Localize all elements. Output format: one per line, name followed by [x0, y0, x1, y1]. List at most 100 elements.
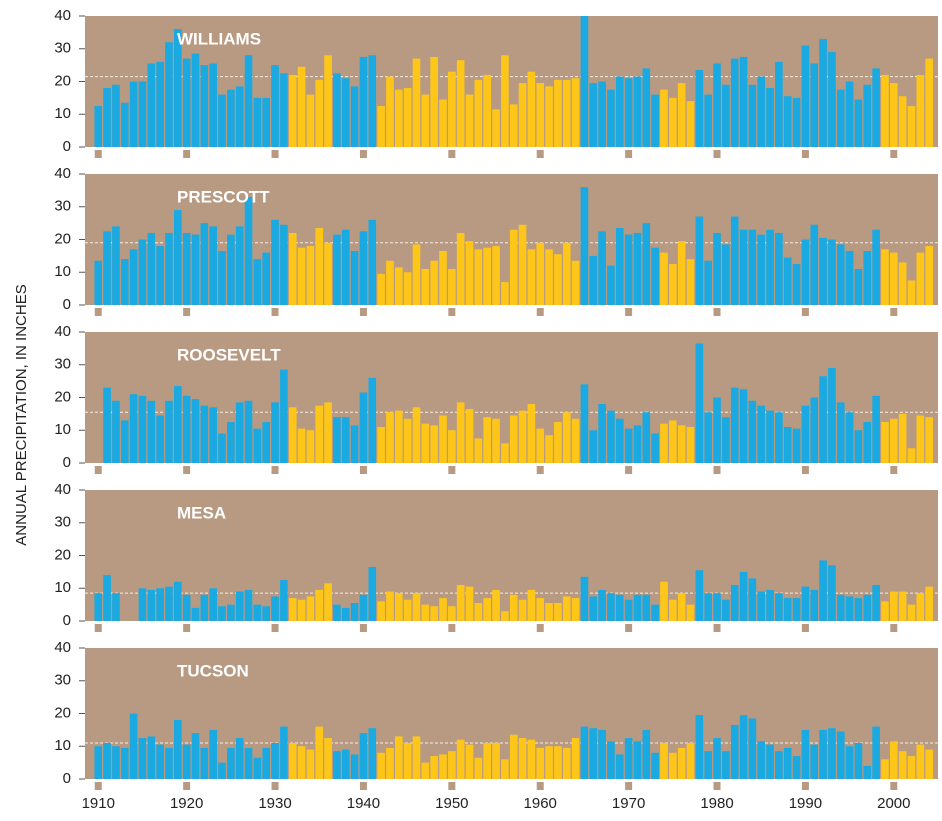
- bar: [916, 593, 925, 621]
- bar: [474, 79, 483, 147]
- x-tick: [625, 624, 633, 632]
- bar: [730, 724, 739, 779]
- bar: [545, 249, 553, 305]
- bar: [350, 602, 359, 621]
- bar: [191, 234, 200, 305]
- bar: [492, 109, 500, 147]
- bar: [660, 423, 668, 463]
- bar: [386, 260, 394, 305]
- bar: [907, 106, 916, 147]
- bar: [359, 56, 368, 147]
- bar: [739, 229, 748, 305]
- bar: [456, 232, 465, 305]
- x-tick: [183, 466, 191, 474]
- x-tick: [713, 624, 721, 632]
- bar: [403, 88, 412, 147]
- bar: [757, 76, 766, 147]
- bar: [244, 400, 253, 463]
- bar: [156, 246, 164, 305]
- bar: [766, 229, 774, 305]
- bar: [174, 29, 182, 148]
- bar: [854, 99, 863, 147]
- x-tick: [359, 150, 367, 158]
- bar: [651, 604, 659, 621]
- x-tick: [271, 308, 279, 316]
- bar: [677, 241, 686, 305]
- bar: [368, 377, 377, 463]
- bar: [297, 428, 306, 463]
- bar: [280, 224, 288, 305]
- bar: [775, 232, 783, 305]
- bar: [633, 76, 642, 147]
- bar: [562, 596, 571, 621]
- x-tick: [801, 782, 809, 790]
- bar: [200, 223, 209, 305]
- bar: [156, 61, 164, 147]
- bar: [138, 81, 147, 147]
- bar: [925, 749, 933, 779]
- bar: [271, 742, 279, 779]
- bar: [492, 418, 500, 463]
- bar: [836, 594, 845, 621]
- bar: [377, 426, 385, 463]
- bar: [571, 598, 580, 621]
- bar: [783, 257, 792, 305]
- bar: [766, 88, 774, 147]
- y-tick-label: 0: [63, 138, 71, 155]
- bar: [394, 89, 403, 147]
- bar: [562, 242, 571, 305]
- bar: [421, 94, 430, 147]
- bar: [624, 599, 633, 621]
- bar: [394, 593, 403, 621]
- bar: [182, 594, 191, 621]
- bar: [120, 420, 129, 463]
- bar: [722, 599, 730, 621]
- bar: [748, 84, 757, 147]
- bar: [244, 196, 253, 305]
- bar: [412, 593, 421, 621]
- x-tick: [271, 150, 279, 158]
- bar: [359, 231, 368, 305]
- bar: [386, 591, 394, 621]
- bar: [518, 224, 527, 305]
- bar: [536, 598, 545, 621]
- bar: [509, 229, 518, 305]
- bar: [527, 249, 536, 305]
- x-tick: [713, 782, 721, 790]
- x-tick-label: 1970: [612, 795, 645, 812]
- bar: [182, 395, 191, 463]
- x-tick: [713, 150, 721, 158]
- bar: [368, 55, 377, 147]
- bar: [748, 578, 757, 621]
- bar: [509, 415, 518, 463]
- bar: [748, 229, 757, 305]
- bar: [456, 739, 465, 779]
- bar: [448, 71, 456, 147]
- bar: [916, 74, 925, 147]
- y-tick-label: 10: [54, 421, 71, 438]
- bar: [783, 598, 792, 621]
- bar: [713, 397, 721, 463]
- bar: [501, 443, 509, 463]
- bar: [845, 746, 854, 779]
- x-tick: [890, 466, 898, 474]
- bar: [333, 234, 341, 305]
- bar: [341, 607, 350, 621]
- bar: [94, 593, 103, 621]
- bar: [536, 242, 545, 305]
- bar: [359, 733, 368, 779]
- bar: [925, 246, 933, 305]
- bar: [174, 210, 182, 305]
- y-tick-label: 0: [63, 612, 71, 629]
- bar: [209, 588, 217, 621]
- bar: [828, 728, 836, 779]
- bar: [872, 395, 880, 463]
- bar: [845, 412, 854, 463]
- bar: [898, 413, 907, 463]
- bar: [218, 250, 226, 305]
- x-tick-label: 1910: [82, 795, 115, 812]
- bar: [403, 742, 412, 779]
- bar: [112, 84, 120, 147]
- y-tick-label: 40: [54, 323, 71, 340]
- x-tick: [890, 150, 898, 158]
